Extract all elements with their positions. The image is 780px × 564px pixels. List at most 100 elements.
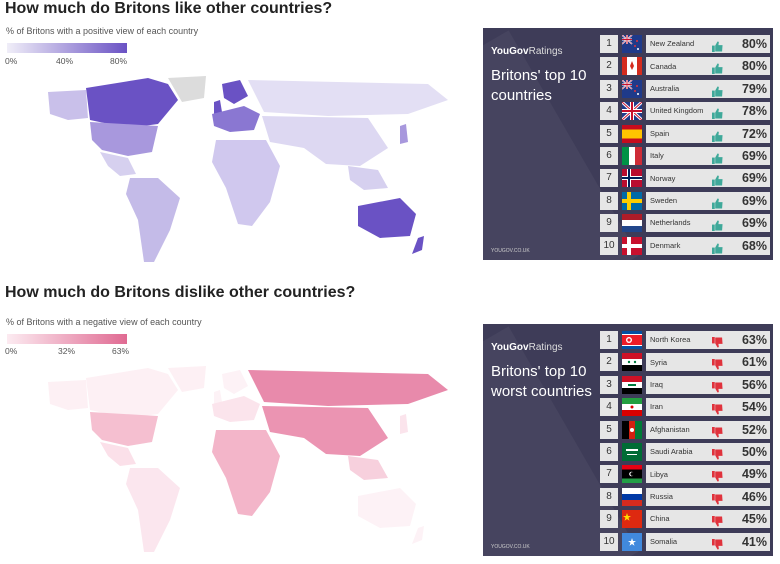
- iran-flag-icon: [622, 398, 642, 417]
- percentage-value: 79%: [741, 81, 767, 96]
- dislike-ranking-list: 1 North Korea 63% 2 Syria 61% 3 Iraq 56% 4 Iran 54%…: [600, 330, 772, 554]
- ranking-row: 7 Libya 49%: [600, 464, 772, 486]
- like-subtitle: % of Britons with a positive view of eac…: [6, 26, 199, 36]
- ranking-row: 4 United Kingdom 78%: [600, 101, 772, 123]
- percentage-value: 80%: [741, 37, 767, 51]
- rank-number: 6: [600, 146, 618, 165]
- thumbs-up-icon: [712, 241, 723, 254]
- country-box: China 45%: [646, 510, 770, 529]
- rank-number: 1: [600, 35, 618, 53]
- country-name: Spain: [650, 128, 670, 138]
- map-region-uk: [214, 100, 222, 114]
- map-region-asia: [262, 406, 388, 456]
- thumbs-up-icon: [712, 84, 723, 97]
- country-name: Australia: [650, 84, 680, 94]
- percentage-value: 56%: [741, 377, 767, 392]
- spain-flag-icon: [622, 124, 642, 143]
- country-name: Syria: [650, 357, 668, 367]
- ranking-row: 1 New Zealand 80%: [600, 34, 772, 56]
- country-box: Iran 54%: [646, 398, 770, 417]
- country-name: Iran: [650, 402, 663, 412]
- thumbs-down-icon: [712, 469, 723, 482]
- country-box: Norway 69%: [646, 169, 770, 188]
- new-zealand-flag-icon: [622, 35, 642, 53]
- map-region-japan: [400, 124, 408, 144]
- percentage-value: 61%: [741, 355, 767, 370]
- country-name: Saudi Arabia: [650, 447, 693, 457]
- country-box: United Kingdom 78%: [646, 102, 770, 121]
- canada-flag-icon: [622, 57, 642, 76]
- country-name: Somalia: [650, 536, 678, 546]
- thumbs-up-icon: [712, 129, 723, 142]
- ranking-row: 7 Norway 69%: [600, 168, 772, 190]
- country-box: Syria 61%: [646, 353, 770, 372]
- ranking-row: 6 Saudi Arabia 50%: [600, 442, 772, 464]
- map-region-scandinavia: [222, 370, 248, 394]
- percentage-value: 63%: [741, 333, 767, 347]
- north-korea-flag-icon: [622, 331, 642, 349]
- map-region-europe: [212, 106, 260, 132]
- ranking-row: 4 Iran 54%: [600, 397, 772, 419]
- rank-number: 8: [600, 487, 618, 506]
- ranking-row: 2 Canada 80%: [600, 56, 772, 78]
- country-box: Libya 49%: [646, 465, 770, 484]
- percentage-value: 69%: [741, 216, 767, 231]
- rank-number: 8: [600, 191, 618, 210]
- thumbs-down-icon: [712, 357, 723, 370]
- like-legend-tick-1: 40%: [56, 56, 74, 66]
- map-region-japan: [400, 414, 408, 434]
- like-ranking-panel: YouGovRatings Britons' top 10 countries …: [483, 28, 773, 260]
- thumbs-down-icon: [712, 447, 723, 460]
- libya-flag-icon: [622, 465, 642, 484]
- country-name: Netherlands: [650, 218, 691, 228]
- like-panel-brand: YouGovRatings: [491, 46, 563, 57]
- rank-number: 6: [600, 442, 618, 461]
- thumbs-down-icon: [712, 402, 723, 415]
- ranking-row: 6 Italy 69%: [600, 146, 772, 168]
- like-panel-url: YOUGOV.CO.UK: [491, 248, 530, 254]
- percentage-value: 69%: [741, 171, 767, 186]
- like-world-map: [48, 76, 448, 262]
- map-region-australia: [358, 198, 416, 238]
- like-panel-heading: Britons' top 10 countries: [491, 67, 587, 104]
- ranking-row: 3 Iraq 56%: [600, 375, 772, 397]
- map-region-canada: [86, 368, 178, 418]
- country-box: Australia 79%: [646, 79, 770, 98]
- syria-flag-icon: [622, 353, 642, 372]
- map-region-southeast-asia: [348, 456, 388, 480]
- thumbs-down-icon: [712, 514, 723, 527]
- map-region-europe: [212, 396, 260, 422]
- country-box: Saudi Arabia 50%: [646, 442, 770, 461]
- like-section: How much do Britons like other countries…: [0, 0, 780, 280]
- thumbs-up-icon: [712, 106, 723, 120]
- thumbs-up-icon: [712, 151, 723, 164]
- map-region-africa: [212, 430, 280, 516]
- map-region-uk: [214, 390, 222, 404]
- rank-number: 10: [600, 532, 618, 551]
- dislike-panel-url: YOUGOV.CO.UK: [491, 544, 530, 550]
- percentage-value: 41%: [741, 534, 767, 549]
- ranking-row: 8 Sweden 69%: [600, 191, 772, 213]
- country-name: Iraq: [650, 380, 663, 390]
- thumbs-down-icon: [712, 335, 723, 348]
- saudi-arabia-flag-icon: [622, 442, 642, 461]
- ranking-row: 2 Syria 61%: [600, 352, 772, 374]
- thumbs-up-icon: [712, 61, 723, 75]
- country-name: Denmark: [650, 240, 681, 250]
- country-name: China: [650, 514, 670, 524]
- map-region-greenland: [168, 366, 206, 392]
- country-box: New Zealand 80%: [646, 35, 770, 53]
- thumbs-down-icon: [712, 537, 723, 550]
- china-flag-icon: [622, 510, 642, 529]
- ranking-row: 9 China 45%: [600, 509, 772, 531]
- country-box: Netherlands 69%: [646, 214, 770, 233]
- map-region-usa: [90, 412, 158, 446]
- dislike-ranking-panel: YouGovRatings Britons' top 10 worst coun…: [483, 324, 773, 556]
- ranking-row: 1 North Korea 63%: [600, 330, 772, 352]
- country-name: Canada: [650, 61, 677, 71]
- map-region-new-zealand: [412, 236, 424, 254]
- percentage-value: 69%: [741, 148, 767, 163]
- rank-number: 10: [600, 236, 618, 255]
- thumbs-down-icon: [712, 492, 723, 505]
- dislike-legend-tick-1: 32%: [58, 346, 76, 356]
